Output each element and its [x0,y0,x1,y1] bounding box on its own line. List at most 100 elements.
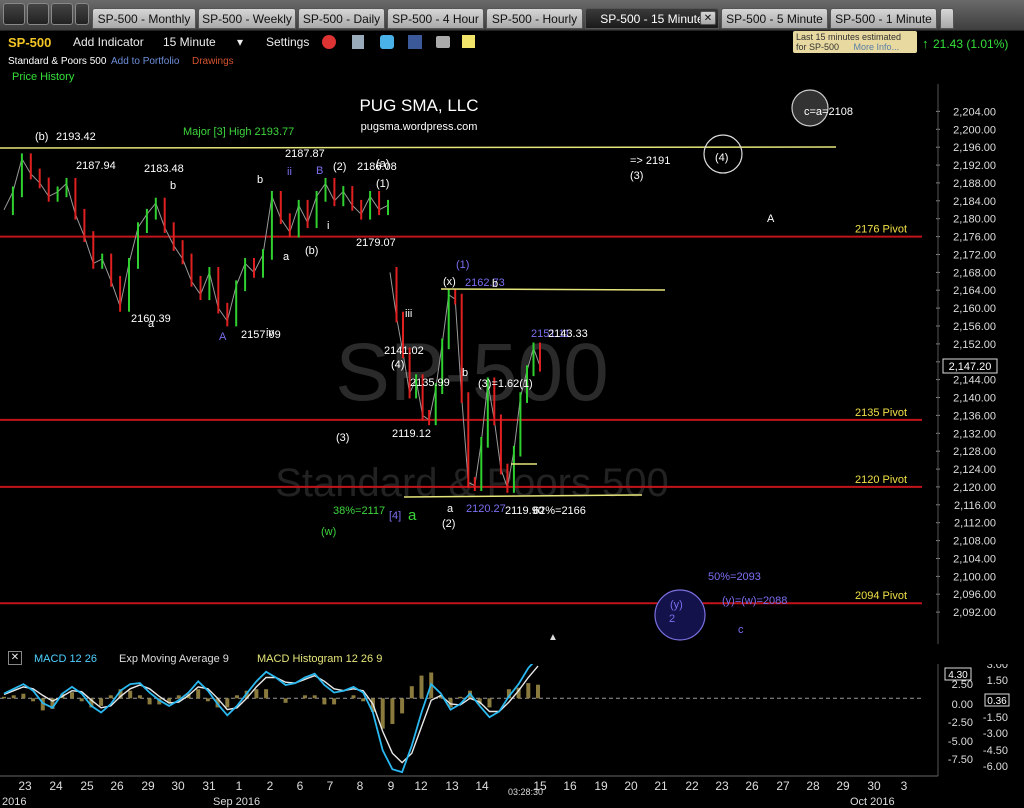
x-tick-label: 3 [901,779,908,793]
x-tick-label: 22 [685,779,699,793]
tab-sp-500-hourly[interactable]: SP-500 - Hourly [486,8,583,29]
y-tick-label: 2,096.00 [953,589,996,601]
tab-sp-500-monthly[interactable]: SP-500 - Monthly [92,8,196,29]
wave-annotation: 2141.02 [384,345,424,357]
macd-y-tick-label-left: 0.00 [952,699,973,711]
wave-annotation: (2) [333,161,346,173]
drawings-link[interactable]: Drawings [192,56,234,67]
facebook-icon[interactable] [408,35,422,49]
tab-sp-500-15-minute[interactable]: SP-500 - 15 Minute [585,8,719,29]
tab-sp-500-weekly[interactable]: SP-500 - Weekly [198,8,296,29]
wave-annotation: [4] [389,510,401,522]
wave-annotation: (3)=1.62(1) [478,378,533,390]
copy-icon[interactable] [352,35,364,49]
symbol-label[interactable]: SP-500 [8,35,52,50]
macd-histogram-bar [50,698,55,709]
wave-annotation: 38%=2117 [333,505,385,517]
scroll-marker-icon[interactable]: ▲ [548,632,558,643]
price-chart[interactable]: SP-500 Standard & Poors 500 PUG SMA, LLC… [0,84,1024,644]
wave-annotation: (x) [443,276,456,288]
macd-histogram-bar [225,698,230,708]
wave-annotation: b [462,367,468,379]
macd-histogram-bar [351,695,356,699]
wave-annotation: 2143.33 [548,328,588,340]
macd-histogram-bar [21,693,26,699]
y-tick-label: 2,120.00 [953,482,996,494]
wave-annotation: (2) [442,518,455,530]
wave-annotation: 2157.09 [241,329,281,341]
x-tick-label: 27 [776,779,790,793]
y-tick-label: 2,152.00 [953,339,996,351]
twitter-icon[interactable] [380,35,394,49]
note-icon[interactable] [462,35,475,48]
layout-grid-9-button[interactable] [51,3,73,25]
wave-annotation: 50%=2093 [708,571,761,583]
interval-select[interactable]: 15 Minute [163,35,216,49]
add-to-portfolio-link[interactable]: Add to Portfolio [111,56,180,67]
tab-sp-500-5-minute[interactable]: SP-500 - 5 Minute [721,8,828,29]
wave-annotation: (3) [336,432,349,444]
wave-annotation: (4) [391,359,404,371]
wave-annotation: 2135.99 [410,377,450,389]
close-icon[interactable]: ✕ [8,651,22,665]
close-tab-icon[interactable]: ✕ [700,11,716,25]
macd-y-tick-label: 3.00 [987,664,1008,671]
chart-subtitle: pugsma.wordpress.com [361,121,478,133]
camera-icon[interactable] [436,36,450,48]
macd-histogram-bar [400,698,405,714]
x-tick-label: 14 [475,779,489,793]
macd-histogram-bar [264,689,269,699]
wave-annotation: 2 [669,613,675,625]
price-change: 21.43 (1.01%) [933,37,1009,51]
wave-annotation: ii [287,166,292,178]
x-tick-label: 6 [297,779,304,793]
tab-sp-500-4-hour[interactable]: SP-500 - 4 Hour [387,8,484,29]
macd-histogram-bar [254,689,259,699]
macd-histogram-bar [487,698,492,708]
y-tick-label: 2,132.00 [953,428,996,440]
tab-menu-dropdown-button[interactable] [75,3,89,25]
y-tick-label: 2,156.00 [953,321,996,333]
layout-1-button[interactable] [3,3,25,25]
x-tick-label: 24 [49,779,63,793]
settings-button[interactable]: Settings [266,35,310,49]
x-tick-label: 8 [357,779,364,793]
macd-histogram-bar [506,689,511,699]
price-history-label[interactable]: Price History [12,71,75,83]
price-line-1 [389,272,541,490]
wave-annotation: (w) [321,526,336,538]
x-tick-label: 29 [141,779,155,793]
clock-icon[interactable] [322,35,336,49]
add-indicator-button[interactable]: Add Indicator [73,35,144,49]
more-info-link[interactable]: More Info... [853,42,900,52]
macd-y-tick-label: -4.50 [983,745,1008,757]
tab-sp-500-daily[interactable]: SP-500 - Daily [298,8,385,29]
macd-y-tick-label: 1.50 [987,675,1008,687]
macd-histogram-bar [235,695,239,699]
macd-histogram-bar [70,692,74,699]
x-tick-label: 9 [388,779,395,793]
wave-annotation: b [170,180,176,192]
wave-annotation: Major [3] High 2193.77 [183,126,294,138]
wave-c-circle [654,589,706,641]
chevron-down-icon[interactable]: ▾ [237,35,244,49]
tab-sp-500-1-minute[interactable]: SP-500 - 1 Minute [830,8,937,29]
wave-annotation: (3) [630,170,643,182]
wave-annotation: (a) [376,158,389,170]
wave-annotation: (4) [715,152,728,164]
y-tick-label: 2,164.00 [953,285,996,297]
macd-histogram-bar [438,695,443,699]
macd-y-tick-label: -6.00 [983,761,1008,773]
macd-chart[interactable]: 3.001.500.00-1.50-3.00-4.50-6.002.500.00… [0,664,1024,808]
wave-annotation: (1) [456,259,469,271]
macd-histogram-bar [118,689,123,699]
x-tick-label: 26 [110,779,124,793]
y-tick-label: 2,200.00 [953,124,996,136]
wave-annotation: b [257,174,263,186]
layout-grid-4-button[interactable] [27,3,49,25]
wave-annotation: (y) [670,599,683,611]
ema-legend: Exp Moving Average 9 [119,653,229,665]
x-tick-label: 13 [445,779,459,793]
estimate-notice-line1: Last 15 minutes estimated [796,32,902,42]
new-tab-button[interactable] [940,8,954,29]
